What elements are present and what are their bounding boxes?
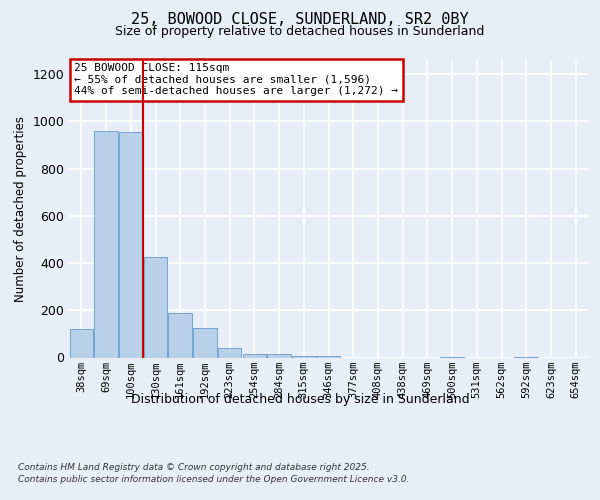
Bar: [218, 348, 241, 358]
Bar: [193, 328, 217, 358]
Bar: [242, 354, 266, 358]
Text: Contains public sector information licensed under the Open Government Licence v3: Contains public sector information licen…: [18, 475, 409, 484]
Bar: [440, 357, 464, 358]
Bar: [169, 312, 192, 358]
Bar: [94, 131, 118, 358]
Text: Distribution of detached houses by size in Sunderland: Distribution of detached houses by size …: [131, 392, 469, 406]
Bar: [317, 356, 340, 358]
Bar: [119, 132, 143, 358]
Bar: [292, 356, 316, 358]
Y-axis label: Number of detached properties: Number of detached properties: [14, 116, 27, 302]
Text: 25, BOWOOD CLOSE, SUNDERLAND, SR2 0BY: 25, BOWOOD CLOSE, SUNDERLAND, SR2 0BY: [131, 12, 469, 28]
Bar: [268, 354, 291, 358]
Text: Size of property relative to detached houses in Sunderland: Size of property relative to detached ho…: [115, 25, 485, 38]
Bar: [514, 357, 538, 358]
Text: 25 BOWOOD CLOSE: 115sqm
← 55% of detached houses are smaller (1,596)
44% of semi: 25 BOWOOD CLOSE: 115sqm ← 55% of detache…: [74, 63, 398, 96]
Bar: [70, 329, 93, 358]
Text: Contains HM Land Registry data © Crown copyright and database right 2025.: Contains HM Land Registry data © Crown c…: [18, 462, 370, 471]
Bar: [144, 257, 167, 358]
